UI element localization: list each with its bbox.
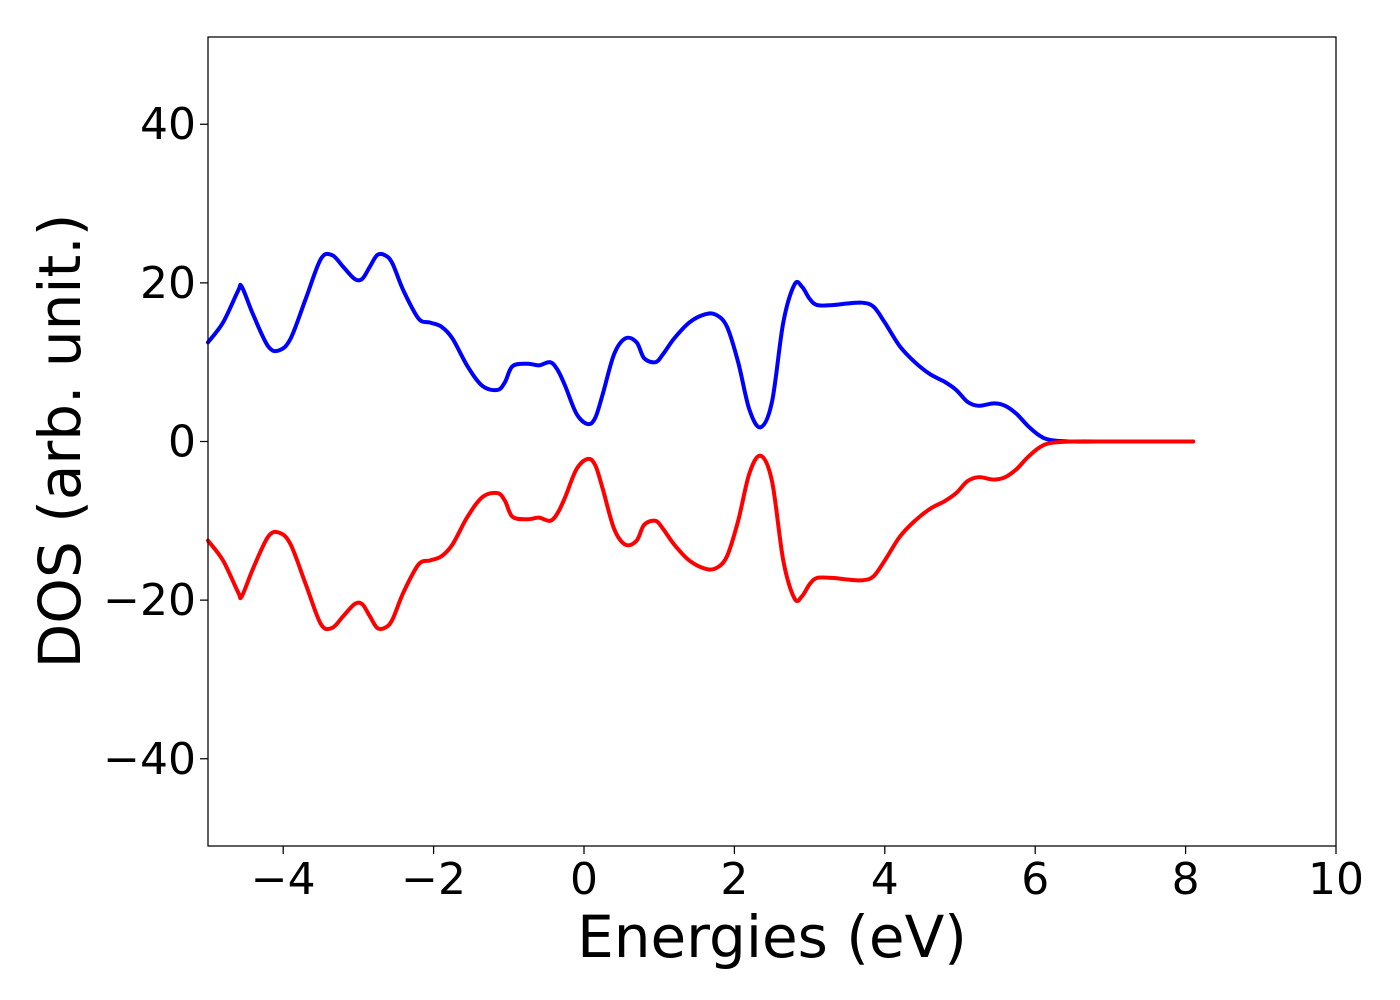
series-line-2: [206, 439, 1196, 632]
x-tick-label: −2: [401, 854, 466, 905]
x-tick-label: 8: [1172, 854, 1200, 905]
x-tick-label: 0: [570, 854, 598, 905]
x-tick-label: −4: [251, 854, 316, 905]
x-axis-label: Energies (eV): [577, 903, 967, 971]
x-tick-label: 10: [1308, 854, 1364, 905]
y-tick-label: 40: [140, 99, 196, 150]
y-tick-label: 20: [140, 258, 196, 309]
y-axis-ticks: −40 −20 0 20 40: [103, 99, 208, 785]
series-line-1: [206, 251, 1196, 444]
x-tick-label: 6: [1021, 854, 1049, 905]
y-tick-label: 0: [168, 417, 196, 468]
x-tick-label: 4: [871, 854, 899, 905]
y-axis-label: DOS (arb. unit.): [26, 214, 94, 669]
y-tick-label: −20: [103, 575, 196, 626]
x-tick-label: 2: [720, 854, 748, 905]
plot-lines: [206, 251, 1196, 632]
x-axis-ticks: −4 −2 0 2 4 6 8 10: [251, 846, 1364, 905]
y-tick-label: −40: [103, 734, 196, 785]
